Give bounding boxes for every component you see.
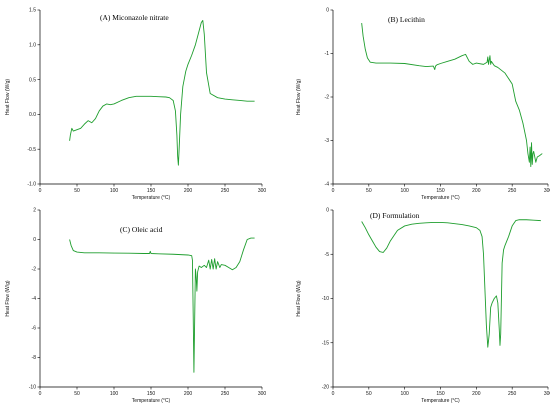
x-tick-label: 300 [544,188,550,194]
y-tick-label: -4 [325,182,330,188]
y-tick-label: -6 [32,326,37,332]
y-tick-label: 0.0 [29,112,36,118]
y-tick-label: -0.5 [27,147,36,153]
x-tick-label: 200 [472,391,481,397]
panel-lecithin: 0 50 100 150 200 250 300 -4 -3 -2 -1 0 Temperature (… [296,8,550,201]
panel-title: (D) Formulation [370,211,420,220]
y-tick-label: -2 [32,267,37,273]
x-tick-label: 100 [400,391,409,397]
y-axis-title: Heat Flow (W/g) [296,280,302,316]
panel-title: (C) Oleic acid [120,225,163,234]
x-tick-label: 0 [332,188,335,194]
x-axis-title: Temperature (°C) [421,398,460,404]
y-tick-label: 0 [33,237,36,243]
y-tick-label: -10 [29,385,36,391]
x-axis-title: Temperature (°C) [421,195,460,201]
y-tick-label: 2 [33,208,36,214]
panel-title: (A) Miconazole nitrate [100,13,169,22]
y-axis-title: Heat Flow (W/g) [5,280,11,316]
x-tick-label: 0 [39,391,42,397]
x-tick-label: 100 [110,391,119,397]
heat-flow-trace [69,19,255,166]
x-tick-label: 150 [147,391,156,397]
x-tick-label: 50 [366,188,372,194]
y-tick-label: 0 [326,8,329,14]
panel-formulation: 0 50 100 150 200 250 300 -20 -15 -10 -5 0 Temperatur… [296,208,550,404]
x-tick-label: 150 [436,188,445,194]
x-tick-label: 0 [39,188,42,194]
heat-flow-trace [361,23,543,168]
x-tick-label: 250 [221,188,230,194]
y-tick-label: -2 [325,95,330,101]
y-tick-label: -8 [32,355,37,361]
x-tick-label: 50 [74,391,80,397]
y-tick-label: 0.5 [29,77,36,83]
x-tick-label: 200 [472,188,481,194]
panel-miconazole-nitrate: 0 50 100 150 200 250 300 -1.0 -0.5 0.0 0.5 1.0 1.5 Te… [5,8,266,201]
x-tick-label: 50 [366,391,372,397]
x-tick-label: 150 [436,391,445,397]
y-tick-label: -4 [32,296,37,302]
x-tick-label: 300 [258,188,267,194]
y-tick-label: 0 [326,208,329,214]
y-tick-label: 1.5 [29,8,36,14]
heat-flow-trace [69,237,255,373]
x-tick-label: 100 [400,188,409,194]
x-tick-label: 250 [508,188,517,194]
panel-oleic-acid: 0 50 100 150 200 250 300 -10 -8 -6 -4 -2 0 2 Temperatu… [5,208,266,404]
y-tick-label: -3 [325,138,330,144]
y-axis-title: Heat Flow (W/g) [5,79,11,115]
x-tick-label: 200 [184,188,193,194]
x-tick-label: 300 [544,391,550,397]
x-axis-title: Temperature (°C) [132,398,171,404]
x-tick-label: 250 [221,391,230,397]
x-tick-label: 50 [74,188,80,194]
y-tick-label: -20 [322,385,329,391]
heat-flow-trace [361,219,541,348]
x-tick-label: 150 [147,188,156,194]
y-tick-label: -15 [322,340,329,346]
x-tick-label: 200 [184,391,193,397]
x-tick-label: 100 [110,188,119,194]
x-tick-label: 0 [332,391,335,397]
x-tick-label: 300 [258,391,267,397]
x-tick-label: 250 [508,391,517,397]
y-tick-label: 1.0 [29,43,36,49]
y-axis-title: Heat Flow (W/g) [296,79,302,115]
y-tick-label: -10 [322,296,329,302]
y-tick-label: -5 [325,252,330,258]
y-tick-label: -1 [325,51,330,57]
y-tick-label: -1.0 [27,182,36,188]
panel-title: (B) Lecithin [388,15,425,24]
x-axis-title: Temperature (°C) [132,195,171,201]
